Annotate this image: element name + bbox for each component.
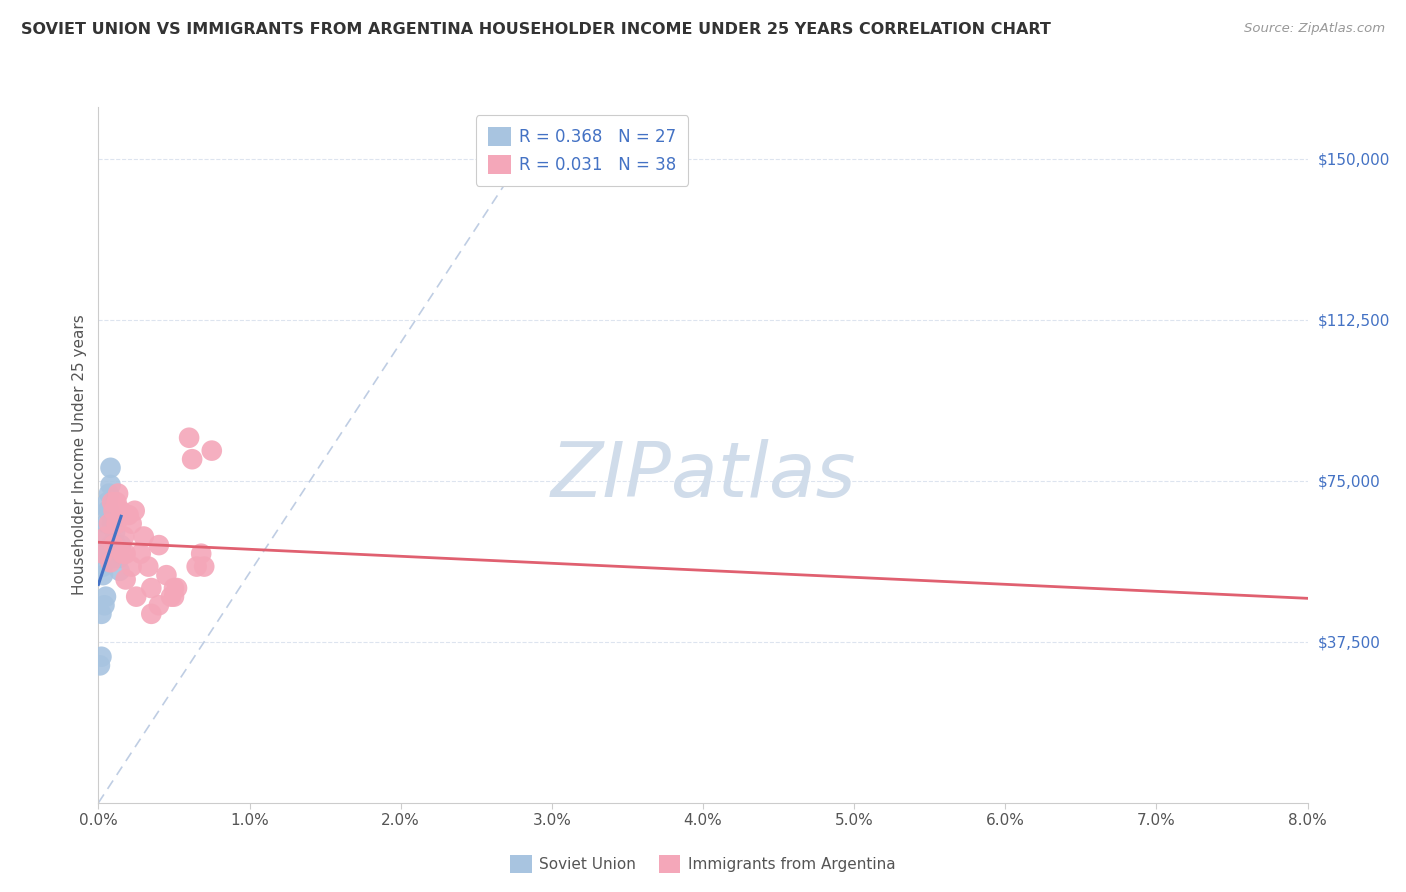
Point	[98, 486, 121, 500]
Point	[114, 573, 136, 587]
Point	[114, 547, 136, 561]
Point	[118, 508, 141, 522]
Point	[107, 486, 129, 500]
Point	[98, 516, 121, 531]
Point	[110, 538, 132, 552]
Point	[107, 547, 129, 561]
Point	[103, 538, 125, 552]
Point	[98, 504, 121, 518]
Point	[91, 547, 114, 561]
Point	[101, 495, 124, 509]
Point	[105, 516, 128, 531]
Point	[125, 590, 148, 604]
Point	[93, 547, 115, 561]
Point	[190, 547, 212, 561]
Point	[96, 504, 118, 518]
Point	[94, 516, 117, 531]
Point	[90, 607, 112, 621]
Point	[100, 460, 122, 475]
Point	[105, 538, 128, 552]
Point	[141, 581, 163, 595]
Y-axis label: Householder Income Under 25 years: Householder Income Under 25 years	[72, 315, 87, 595]
Point	[100, 538, 122, 552]
Point	[103, 551, 125, 566]
Point	[181, 452, 204, 467]
Point	[103, 504, 125, 518]
Point	[179, 431, 201, 445]
Point	[91, 568, 114, 582]
Point	[132, 529, 155, 543]
Point	[163, 590, 186, 604]
Point	[201, 443, 224, 458]
Text: SOVIET UNION VS IMMIGRANTS FROM ARGENTINA HOUSEHOLDER INCOME UNDER 25 YEARS CORR: SOVIET UNION VS IMMIGRANTS FROM ARGENTIN…	[21, 22, 1050, 37]
Point	[121, 559, 143, 574]
Point	[101, 516, 124, 531]
Point	[94, 529, 117, 543]
Point	[124, 504, 146, 518]
Point	[90, 649, 112, 664]
Text: Source: ZipAtlas.com: Source: ZipAtlas.com	[1244, 22, 1385, 36]
Point	[108, 551, 131, 566]
Point	[155, 568, 177, 582]
Text: ZIPatlas: ZIPatlas	[550, 439, 856, 513]
Point	[112, 529, 135, 543]
Point	[111, 547, 134, 561]
Point	[91, 559, 114, 574]
Point	[186, 559, 208, 574]
Point	[108, 564, 131, 578]
Point	[100, 478, 122, 492]
Point	[160, 590, 183, 604]
Point	[166, 581, 188, 595]
Point	[91, 547, 114, 561]
Point	[94, 590, 117, 604]
Point	[121, 516, 143, 531]
Point	[103, 538, 125, 552]
Point	[100, 555, 122, 569]
Point	[163, 581, 186, 595]
Point	[104, 525, 127, 540]
Point	[93, 599, 115, 613]
Legend: Soviet Union, Immigrants from Argentina: Soviet Union, Immigrants from Argentina	[505, 849, 901, 879]
Point	[193, 559, 215, 574]
Point	[129, 547, 152, 561]
Point	[136, 559, 159, 574]
Point	[94, 529, 117, 543]
Point	[110, 504, 132, 518]
Point	[148, 538, 170, 552]
Point	[148, 599, 170, 613]
Point	[105, 495, 128, 509]
Point	[96, 495, 118, 509]
Point	[141, 607, 163, 621]
Point	[89, 658, 111, 673]
